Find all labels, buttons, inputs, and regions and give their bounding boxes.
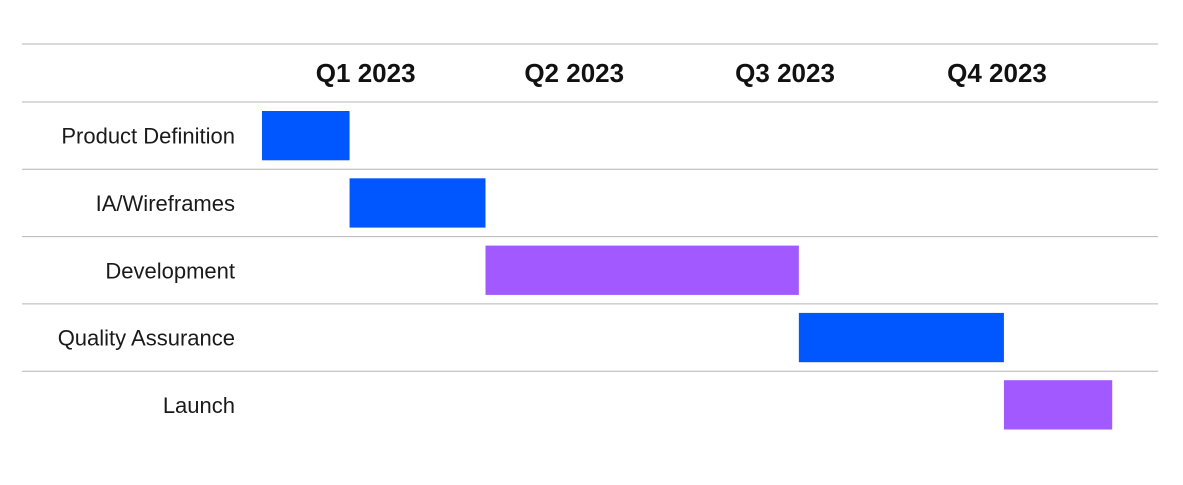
task-bar [1003, 380, 1113, 430]
task-label: Product Definition [61, 124, 235, 149]
task-bar [349, 178, 486, 228]
task-bar [262, 111, 350, 161]
task-bar [485, 245, 799, 295]
task-label: IA/Wireframes [96, 191, 235, 216]
task-labels: Product Definition IA/Wireframes Developme… [58, 124, 235, 418]
task-label: Development [105, 258, 235, 283]
quarter-label: Q1 2023 [316, 58, 416, 88]
quarter-label: Q4 2023 [947, 58, 1047, 88]
task-bar [798, 312, 1004, 363]
quarter-label: Q3 2023 [735, 58, 835, 88]
row-separators [22, 43, 1158, 372]
task-label: Quality Assurance [58, 326, 235, 351]
task-label: Launch [163, 393, 235, 418]
quarter-label: Q2 2023 [524, 58, 624, 88]
quarter-header: Q1 2023 Q2 2023 Q3 2023 Q4 2023 [316, 58, 1047, 88]
task-bars [262, 111, 1113, 430]
